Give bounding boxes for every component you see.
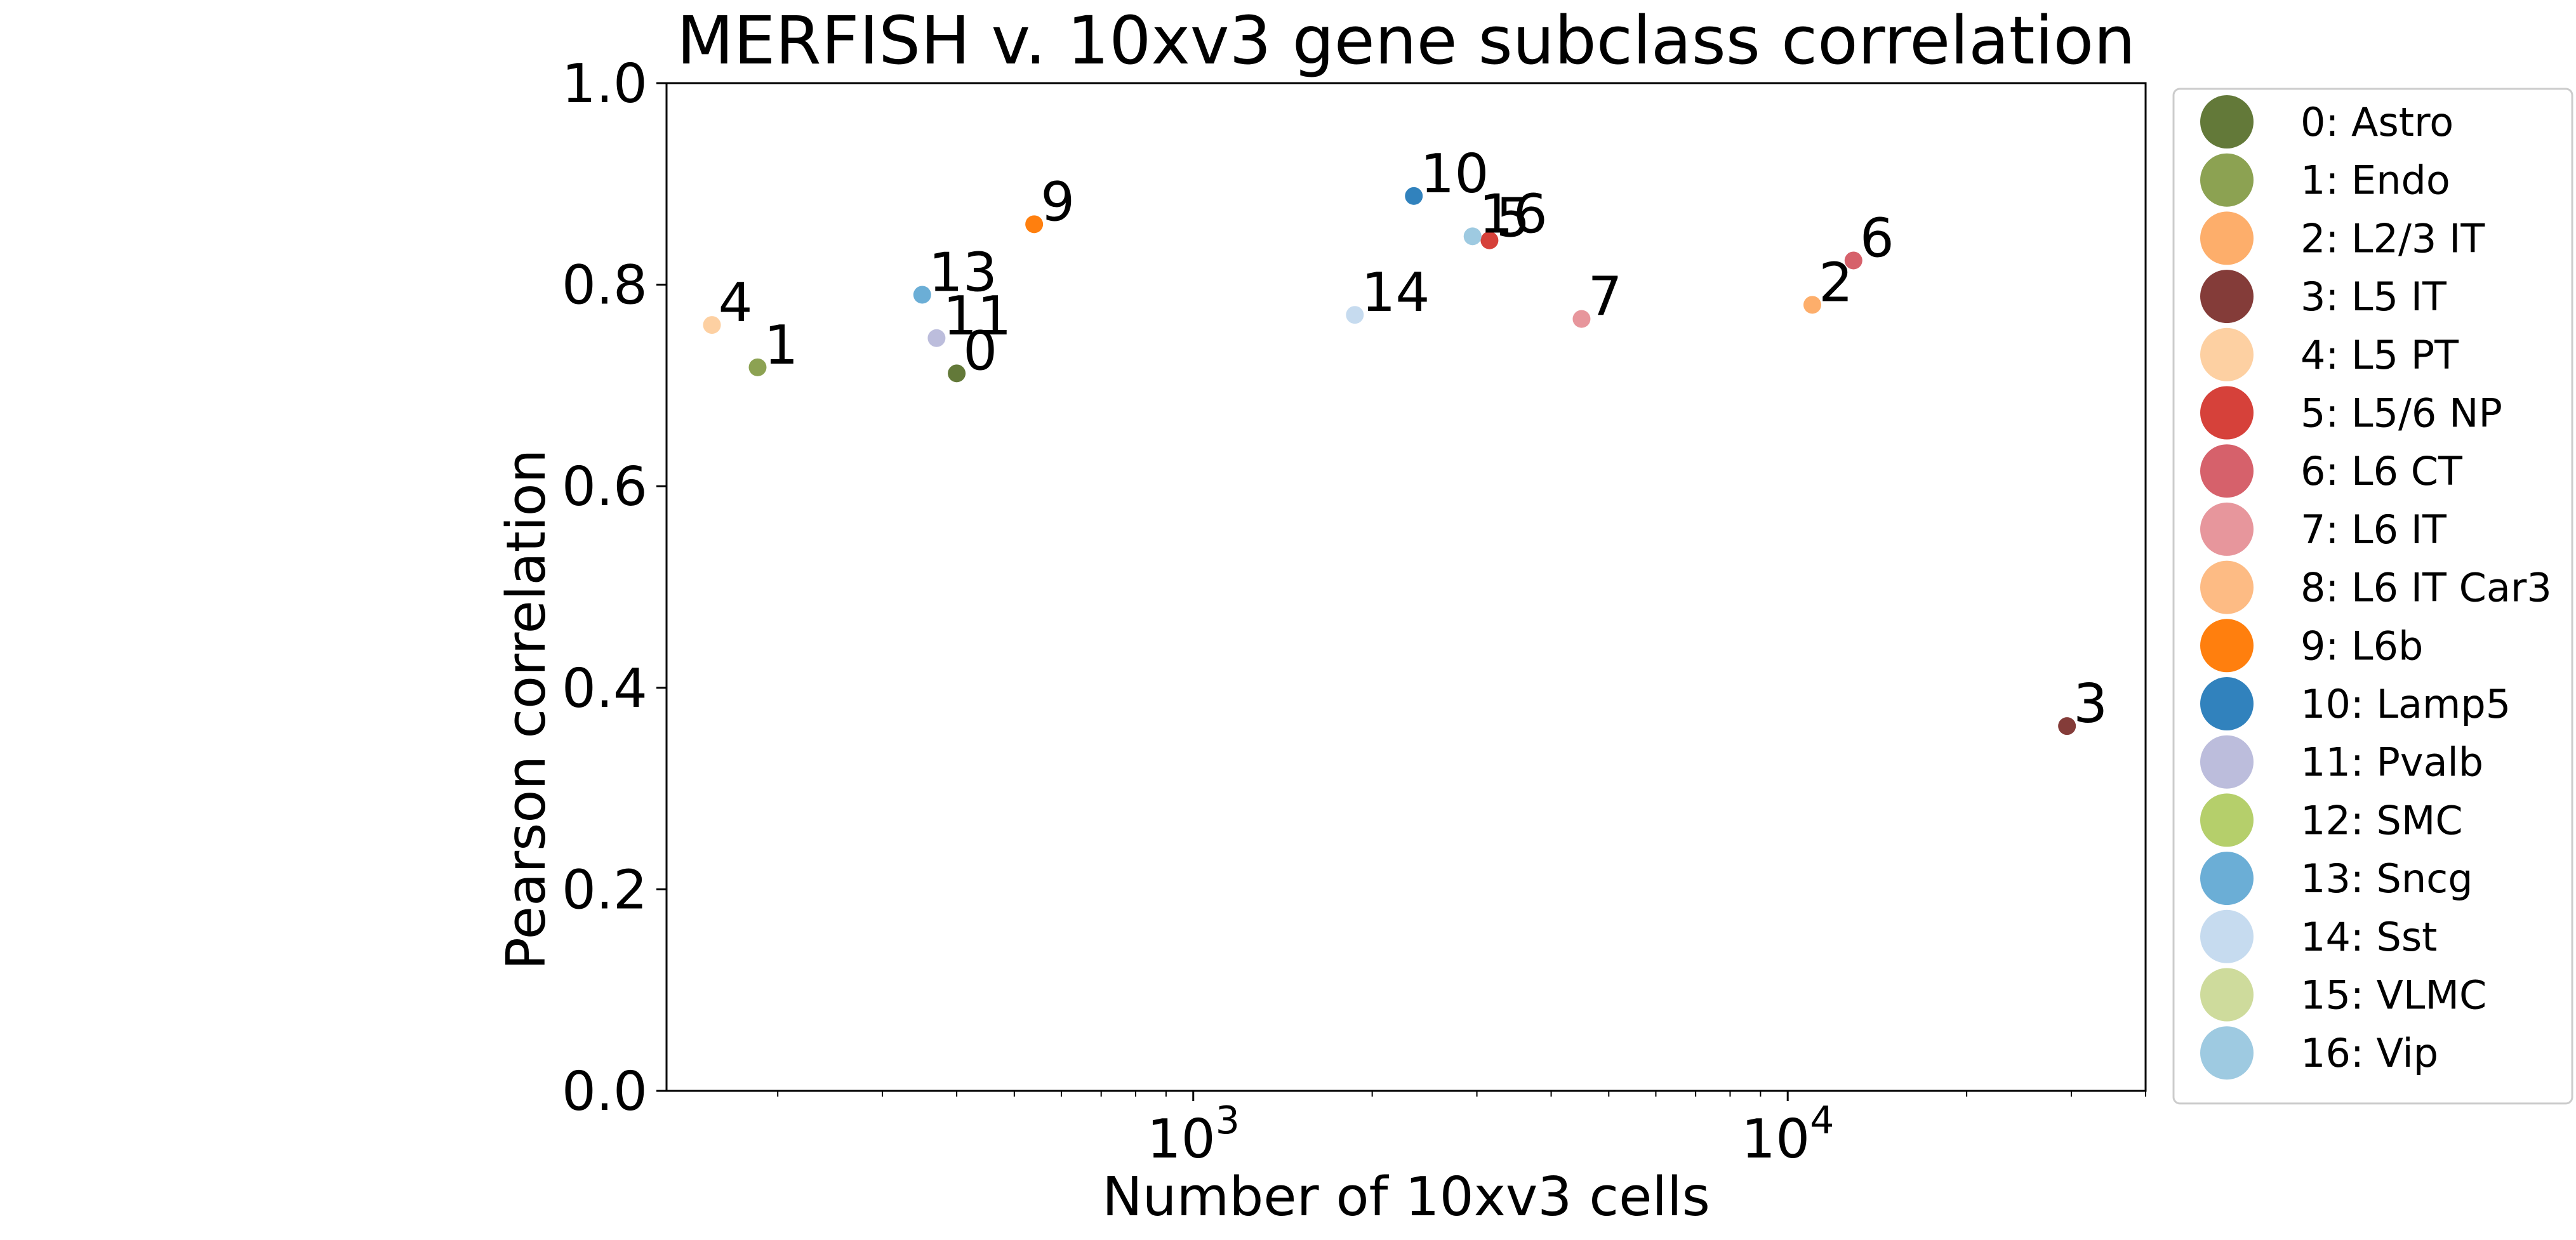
- legend-marker: [2200, 386, 2254, 440]
- legend-marker: [2200, 677, 2254, 730]
- y-tick-label: 0.8: [562, 254, 647, 317]
- legend-entry: 7: L6 IT: [2300, 506, 2447, 553]
- data-point-label: 11: [943, 285, 1011, 348]
- data-point: [748, 358, 767, 376]
- legend-marker: [2200, 852, 2254, 906]
- y-tick-label: 0.6: [562, 456, 647, 518]
- data-point-label: 1: [764, 314, 798, 377]
- data-point-label: 0: [963, 320, 997, 383]
- legend-entry: 10: Lamp5: [2300, 681, 2511, 727]
- data-point: [948, 364, 966, 383]
- legend-entry: 5: L5/6 NP: [2300, 390, 2502, 437]
- data-point: [1025, 215, 1044, 234]
- legend-marker: [2200, 270, 2254, 324]
- legend-marker: [2200, 211, 2254, 265]
- legend-entry: 4: L5 PT: [2300, 332, 2459, 378]
- y-tick-label: 0.0: [562, 1060, 647, 1123]
- legend-entry: 8: L6 IT Car3: [2300, 565, 2552, 611]
- legend-marker: [2200, 502, 2254, 556]
- legend-entry: 11: Pvalb: [2300, 739, 2483, 786]
- data-point-label: 6: [1860, 207, 1894, 270]
- legend-marker: [2200, 444, 2254, 498]
- data-point-label: 4: [719, 272, 753, 334]
- data-point: [1572, 310, 1591, 328]
- y-tick-label: 1.0: [562, 53, 647, 115]
- data-point: [1346, 306, 1364, 324]
- legend-marker: [2200, 560, 2254, 614]
- chart-title: MERFISH v. 10xv3 gene subclass correlati…: [677, 2, 2135, 79]
- data-point: [703, 316, 721, 334]
- x-tick-label: 103: [1147, 1098, 1240, 1171]
- legend-marker: [2200, 327, 2254, 381]
- legend-marker: [2200, 95, 2254, 148]
- legend-marker: [2200, 1026, 2254, 1080]
- legend-entry: 15: VLMC: [2300, 972, 2486, 1019]
- legend-entry: 16: Vip: [2300, 1030, 2438, 1076]
- legend-marker: [2200, 968, 2254, 1022]
- legend-marker: [2200, 909, 2254, 963]
- legend-marker: [2200, 153, 2254, 207]
- legend-box: [2172, 88, 2573, 1105]
- legend-entry: 6: L6 CT: [2300, 448, 2463, 494]
- legend-entry: 14: Sst: [2300, 914, 2437, 960]
- data-point-label: 13: [929, 241, 997, 304]
- legend-entry: 1: Endo: [2300, 157, 2450, 204]
- legend-entry: 2: L2/3 IT: [2300, 215, 2485, 261]
- legend-entry: 12: SMC: [2300, 797, 2463, 843]
- data-point-label: 16: [1479, 183, 1548, 246]
- y-tick-label: 0.2: [562, 859, 647, 921]
- y-axis-label: Pearson correlation: [495, 449, 558, 970]
- data-point: [1803, 296, 1821, 314]
- data-point-label: 10: [1420, 143, 1489, 206]
- legend-marker: [2200, 793, 2254, 847]
- data-point-label: 3: [2073, 673, 2108, 735]
- plot-frame: [665, 82, 2147, 1092]
- data-point: [1463, 227, 1482, 246]
- legend-entry: 3: L5 IT: [2300, 274, 2447, 320]
- data-point: [927, 329, 946, 347]
- data-point-label: 14: [1361, 261, 1430, 324]
- data-point-label: 7: [1588, 266, 1622, 329]
- data-point: [1480, 231, 1499, 249]
- legend-marker: [2200, 735, 2254, 789]
- data-point: [913, 286, 931, 304]
- data-point-label: 9: [1040, 171, 1075, 234]
- data-point: [1405, 187, 1423, 205]
- data-point-label: 5: [1496, 187, 1530, 250]
- legend-entry: 9: L6b: [2300, 623, 2423, 669]
- x-tick-label: 104: [1741, 1098, 1834, 1171]
- legend-marker: [2200, 619, 2254, 673]
- y-axis-ticks: 0.0 0.2 0.4 0.6 0.8 1.0: [562, 53, 667, 1123]
- legend-entry: 0: Astro: [2300, 99, 2453, 145]
- x-axis-label: Number of 10xv3 cells: [1102, 1166, 1710, 1229]
- data-point: [1844, 251, 1862, 270]
- legend-entry: 13: Sncg: [2300, 855, 2473, 902]
- x-axis-ticks: 103 104: [777, 1091, 2146, 1171]
- data-point: [2058, 717, 2076, 735]
- y-tick-label: 0.4: [562, 657, 647, 720]
- legend: 0: Astro 1: Endo 2: L2/3 IT 3: L5 IT 4: L5 P…: [2172, 88, 2573, 1105]
